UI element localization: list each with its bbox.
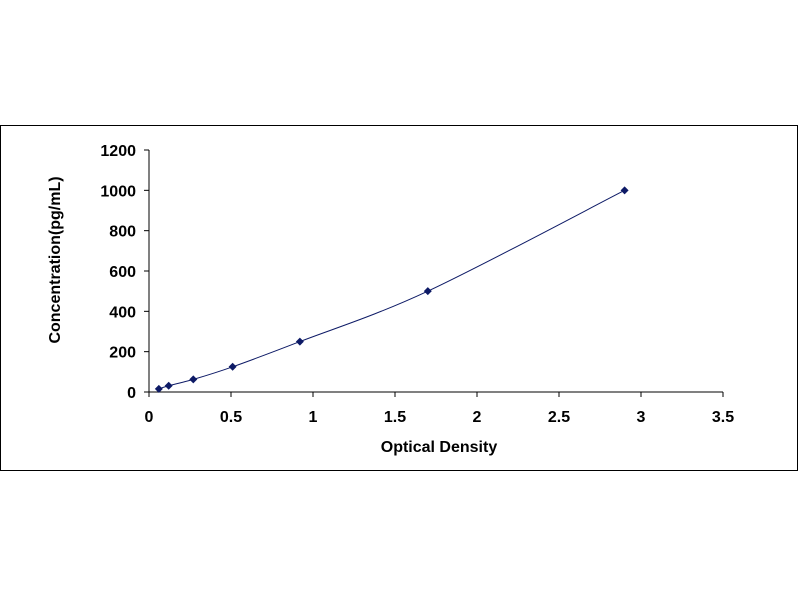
x-tick-label: 1.5 — [384, 409, 406, 426]
data-point — [164, 381, 173, 390]
x-axis-title: Optical Density — [381, 439, 498, 456]
ticks — [144, 149, 724, 397]
x-tick-label: 3 — [637, 409, 646, 426]
x-tick-label: 1 — [309, 409, 318, 426]
y-tick-label: 1000 — [100, 183, 136, 200]
data-point — [154, 384, 163, 393]
y-tick-label: 1200 — [100, 143, 136, 160]
axes — [148, 150, 723, 393]
x-tick-label: 0.5 — [220, 409, 242, 426]
trendline — [158, 189, 625, 390]
y-tick-label: 0 — [127, 385, 136, 402]
x-tick-label: 2.5 — [548, 409, 570, 426]
y-tick-label: 800 — [109, 224, 136, 241]
y-tick-label: 200 — [109, 345, 136, 362]
x-tick-label: 0 — [145, 409, 154, 426]
data-point — [620, 186, 629, 195]
y-axis-title: Concentration(pg/mL) — [47, 176, 64, 343]
chart-frame — [0, 125, 798, 471]
data-point — [189, 375, 198, 384]
tick-labels: 0 0.5 1 1.5 2 2.5 3 3.5 0 200 400 600 800 1000 1200 — [100, 143, 734, 426]
data-points — [154, 186, 629, 393]
data-point — [295, 337, 304, 346]
data-point — [228, 362, 237, 371]
data-point — [423, 287, 432, 296]
y-tick-label: 600 — [109, 264, 136, 281]
x-tick-label: 3.5 — [712, 409, 734, 426]
y-tick-label: 400 — [109, 304, 136, 321]
x-tick-label: 2 — [473, 409, 482, 426]
